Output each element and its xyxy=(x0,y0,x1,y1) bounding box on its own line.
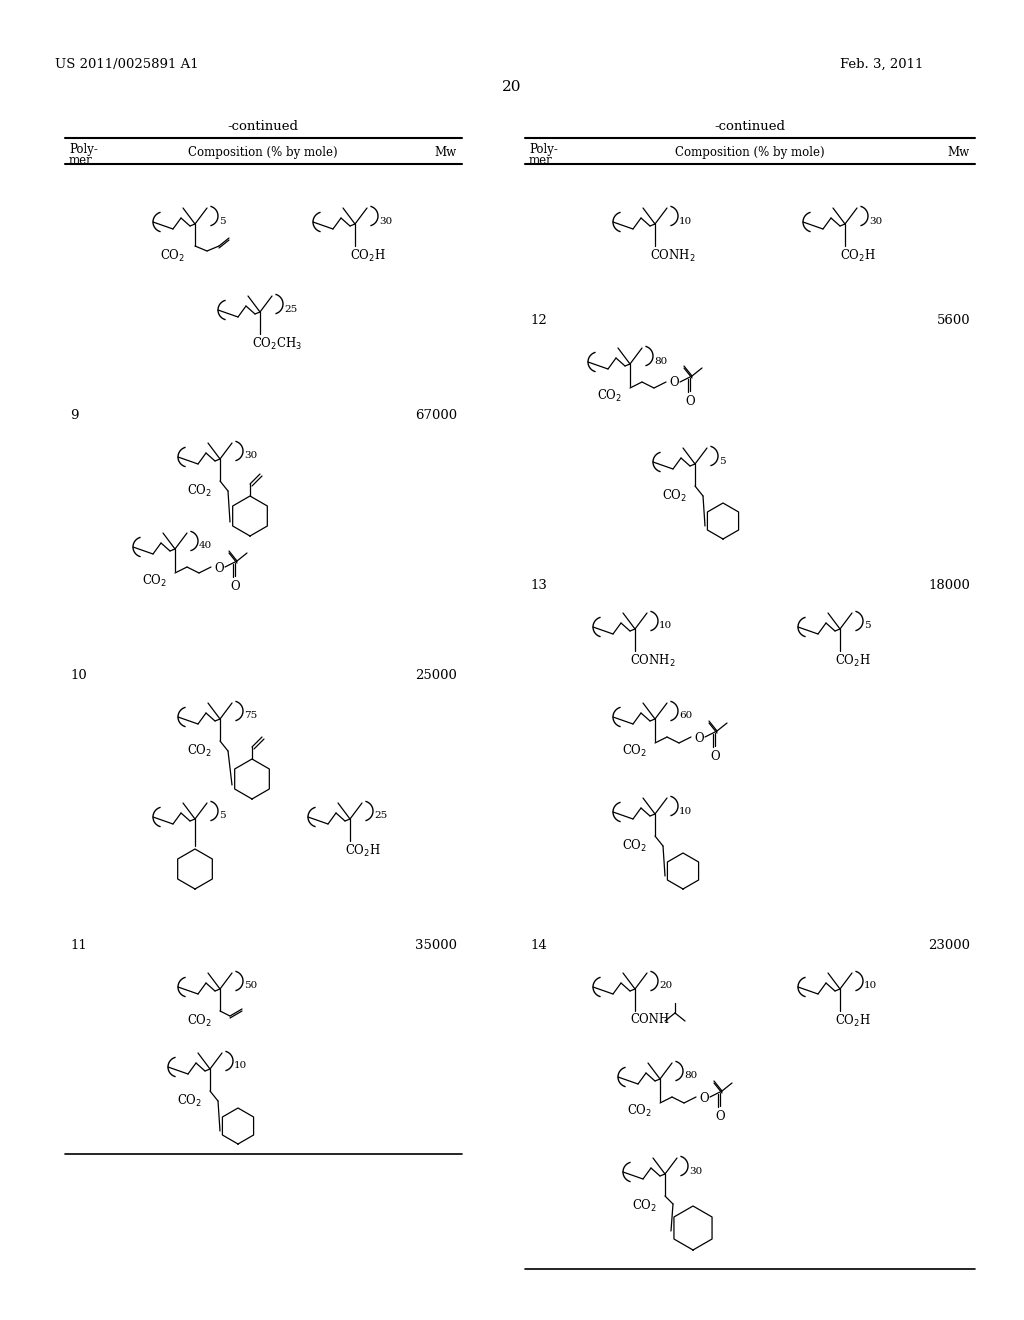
Text: 80: 80 xyxy=(684,1072,697,1081)
Text: O: O xyxy=(699,1092,709,1105)
Text: 75: 75 xyxy=(244,711,257,721)
Text: 67000: 67000 xyxy=(415,409,457,422)
Text: 30: 30 xyxy=(689,1167,702,1176)
Text: 9: 9 xyxy=(70,409,79,422)
Text: CO$_2$: CO$_2$ xyxy=(186,1012,212,1030)
Text: 25: 25 xyxy=(284,305,297,314)
Text: 30: 30 xyxy=(379,216,392,226)
Text: CO$_2$: CO$_2$ xyxy=(662,488,687,504)
Text: 18000: 18000 xyxy=(928,579,970,591)
Text: O: O xyxy=(710,750,720,763)
Text: Composition (% by mole): Composition (% by mole) xyxy=(188,147,338,158)
Text: 10: 10 xyxy=(70,669,87,682)
Text: 5: 5 xyxy=(219,812,225,821)
Text: CO$_2$H: CO$_2$H xyxy=(345,843,381,859)
Text: 80: 80 xyxy=(654,356,668,366)
Text: O: O xyxy=(685,395,694,408)
Text: O: O xyxy=(715,1110,725,1123)
Text: 30: 30 xyxy=(869,216,883,226)
Text: 20: 20 xyxy=(659,982,672,990)
Text: 25000: 25000 xyxy=(415,669,457,682)
Text: Poly-: Poly- xyxy=(529,143,558,156)
Text: 10: 10 xyxy=(679,216,692,226)
Text: 11: 11 xyxy=(70,939,87,952)
Text: 14: 14 xyxy=(530,939,547,952)
Text: CO$_2$: CO$_2$ xyxy=(141,573,167,589)
Text: CO$_2$H: CO$_2$H xyxy=(840,248,876,264)
Text: 30: 30 xyxy=(244,451,257,461)
Text: 5: 5 xyxy=(719,457,726,466)
Text: 60: 60 xyxy=(679,711,692,721)
Text: 5: 5 xyxy=(864,622,870,631)
Text: 10: 10 xyxy=(679,807,692,816)
Text: 10: 10 xyxy=(659,622,672,631)
Text: CO$_2$: CO$_2$ xyxy=(186,743,212,759)
Text: CO$_2$H: CO$_2$H xyxy=(835,1012,871,1030)
Text: Poly-: Poly- xyxy=(69,143,98,156)
Text: 23000: 23000 xyxy=(928,939,970,952)
Text: 40: 40 xyxy=(199,541,212,550)
Text: Mw: Mw xyxy=(435,147,457,158)
Text: Composition (% by mole): Composition (% by mole) xyxy=(675,147,824,158)
Text: 5: 5 xyxy=(219,216,225,226)
Text: 35000: 35000 xyxy=(415,939,457,952)
Text: -continued: -continued xyxy=(227,120,299,133)
Text: US 2011/0025891 A1: US 2011/0025891 A1 xyxy=(55,58,199,71)
Text: Mw: Mw xyxy=(948,147,970,158)
Text: O: O xyxy=(214,561,223,574)
Text: 10: 10 xyxy=(234,1061,247,1071)
Text: CO$_2$H: CO$_2$H xyxy=(835,653,871,669)
Text: CONH: CONH xyxy=(630,1012,669,1026)
Text: O: O xyxy=(669,376,679,389)
Text: CO$_2$: CO$_2$ xyxy=(177,1093,202,1109)
Text: 50: 50 xyxy=(244,982,257,990)
Text: CO$_2$: CO$_2$ xyxy=(160,248,185,264)
Text: O: O xyxy=(694,731,703,744)
Text: CO$_2$: CO$_2$ xyxy=(627,1104,652,1119)
Text: 10: 10 xyxy=(864,982,878,990)
Text: CONH$_2$: CONH$_2$ xyxy=(650,248,695,264)
Text: -continued: -continued xyxy=(715,120,785,133)
Text: O: O xyxy=(230,579,240,593)
Text: 12: 12 xyxy=(530,314,547,327)
Text: mer: mer xyxy=(529,154,553,168)
Text: CONH$_2$: CONH$_2$ xyxy=(630,653,676,669)
Text: 25: 25 xyxy=(374,812,387,821)
Text: CO$_2$: CO$_2$ xyxy=(622,838,647,854)
Text: Feb. 3, 2011: Feb. 3, 2011 xyxy=(840,58,924,71)
Text: CO$_2$: CO$_2$ xyxy=(632,1199,657,1214)
Text: CO$_2$: CO$_2$ xyxy=(622,743,647,759)
Text: CO$_2$H: CO$_2$H xyxy=(350,248,386,264)
Text: CO$_2$: CO$_2$ xyxy=(597,388,622,404)
Text: 13: 13 xyxy=(530,579,547,591)
Text: 5600: 5600 xyxy=(936,314,970,327)
Text: mer: mer xyxy=(69,154,93,168)
Text: CO$_2$CH$_3$: CO$_2$CH$_3$ xyxy=(252,337,302,352)
Text: 20: 20 xyxy=(502,81,522,94)
Text: CO$_2$: CO$_2$ xyxy=(186,483,212,499)
